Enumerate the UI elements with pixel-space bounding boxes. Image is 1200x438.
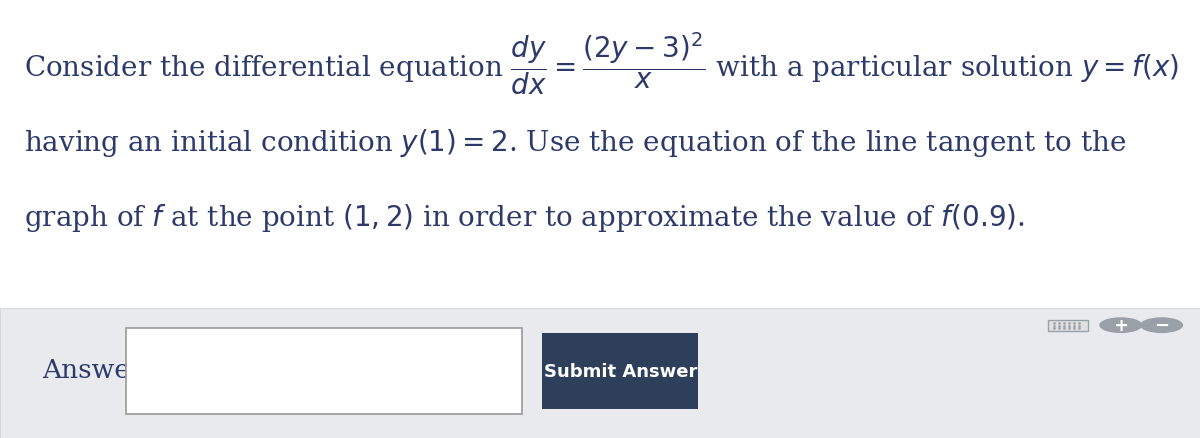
Text: graph of $f$ at the point $(1, 2)$ in order to approximate the value of $f(0.9)$: graph of $f$ at the point $(1, 2)$ in or…: [24, 201, 1025, 233]
Circle shape: [1099, 318, 1142, 333]
FancyBboxPatch shape: [542, 333, 698, 410]
FancyBboxPatch shape: [126, 328, 522, 414]
FancyBboxPatch shape: [0, 309, 1200, 438]
Text: Consider the differential equation $\dfrac{dy}{dx} = \dfrac{(2y-3)^2}{x}$ with a: Consider the differential equation $\dfr…: [24, 31, 1180, 97]
Text: Submit Answer: Submit Answer: [544, 362, 697, 380]
FancyBboxPatch shape: [1048, 320, 1088, 332]
Text: +: +: [1114, 316, 1128, 335]
Text: −: −: [1154, 316, 1169, 335]
Text: Answer:: Answer:: [42, 358, 151, 382]
Circle shape: [1140, 318, 1183, 333]
Text: having an initial condition $y(1) = 2$. Use the equation of the line tangent to : having an initial condition $y(1) = 2$. …: [24, 127, 1127, 159]
